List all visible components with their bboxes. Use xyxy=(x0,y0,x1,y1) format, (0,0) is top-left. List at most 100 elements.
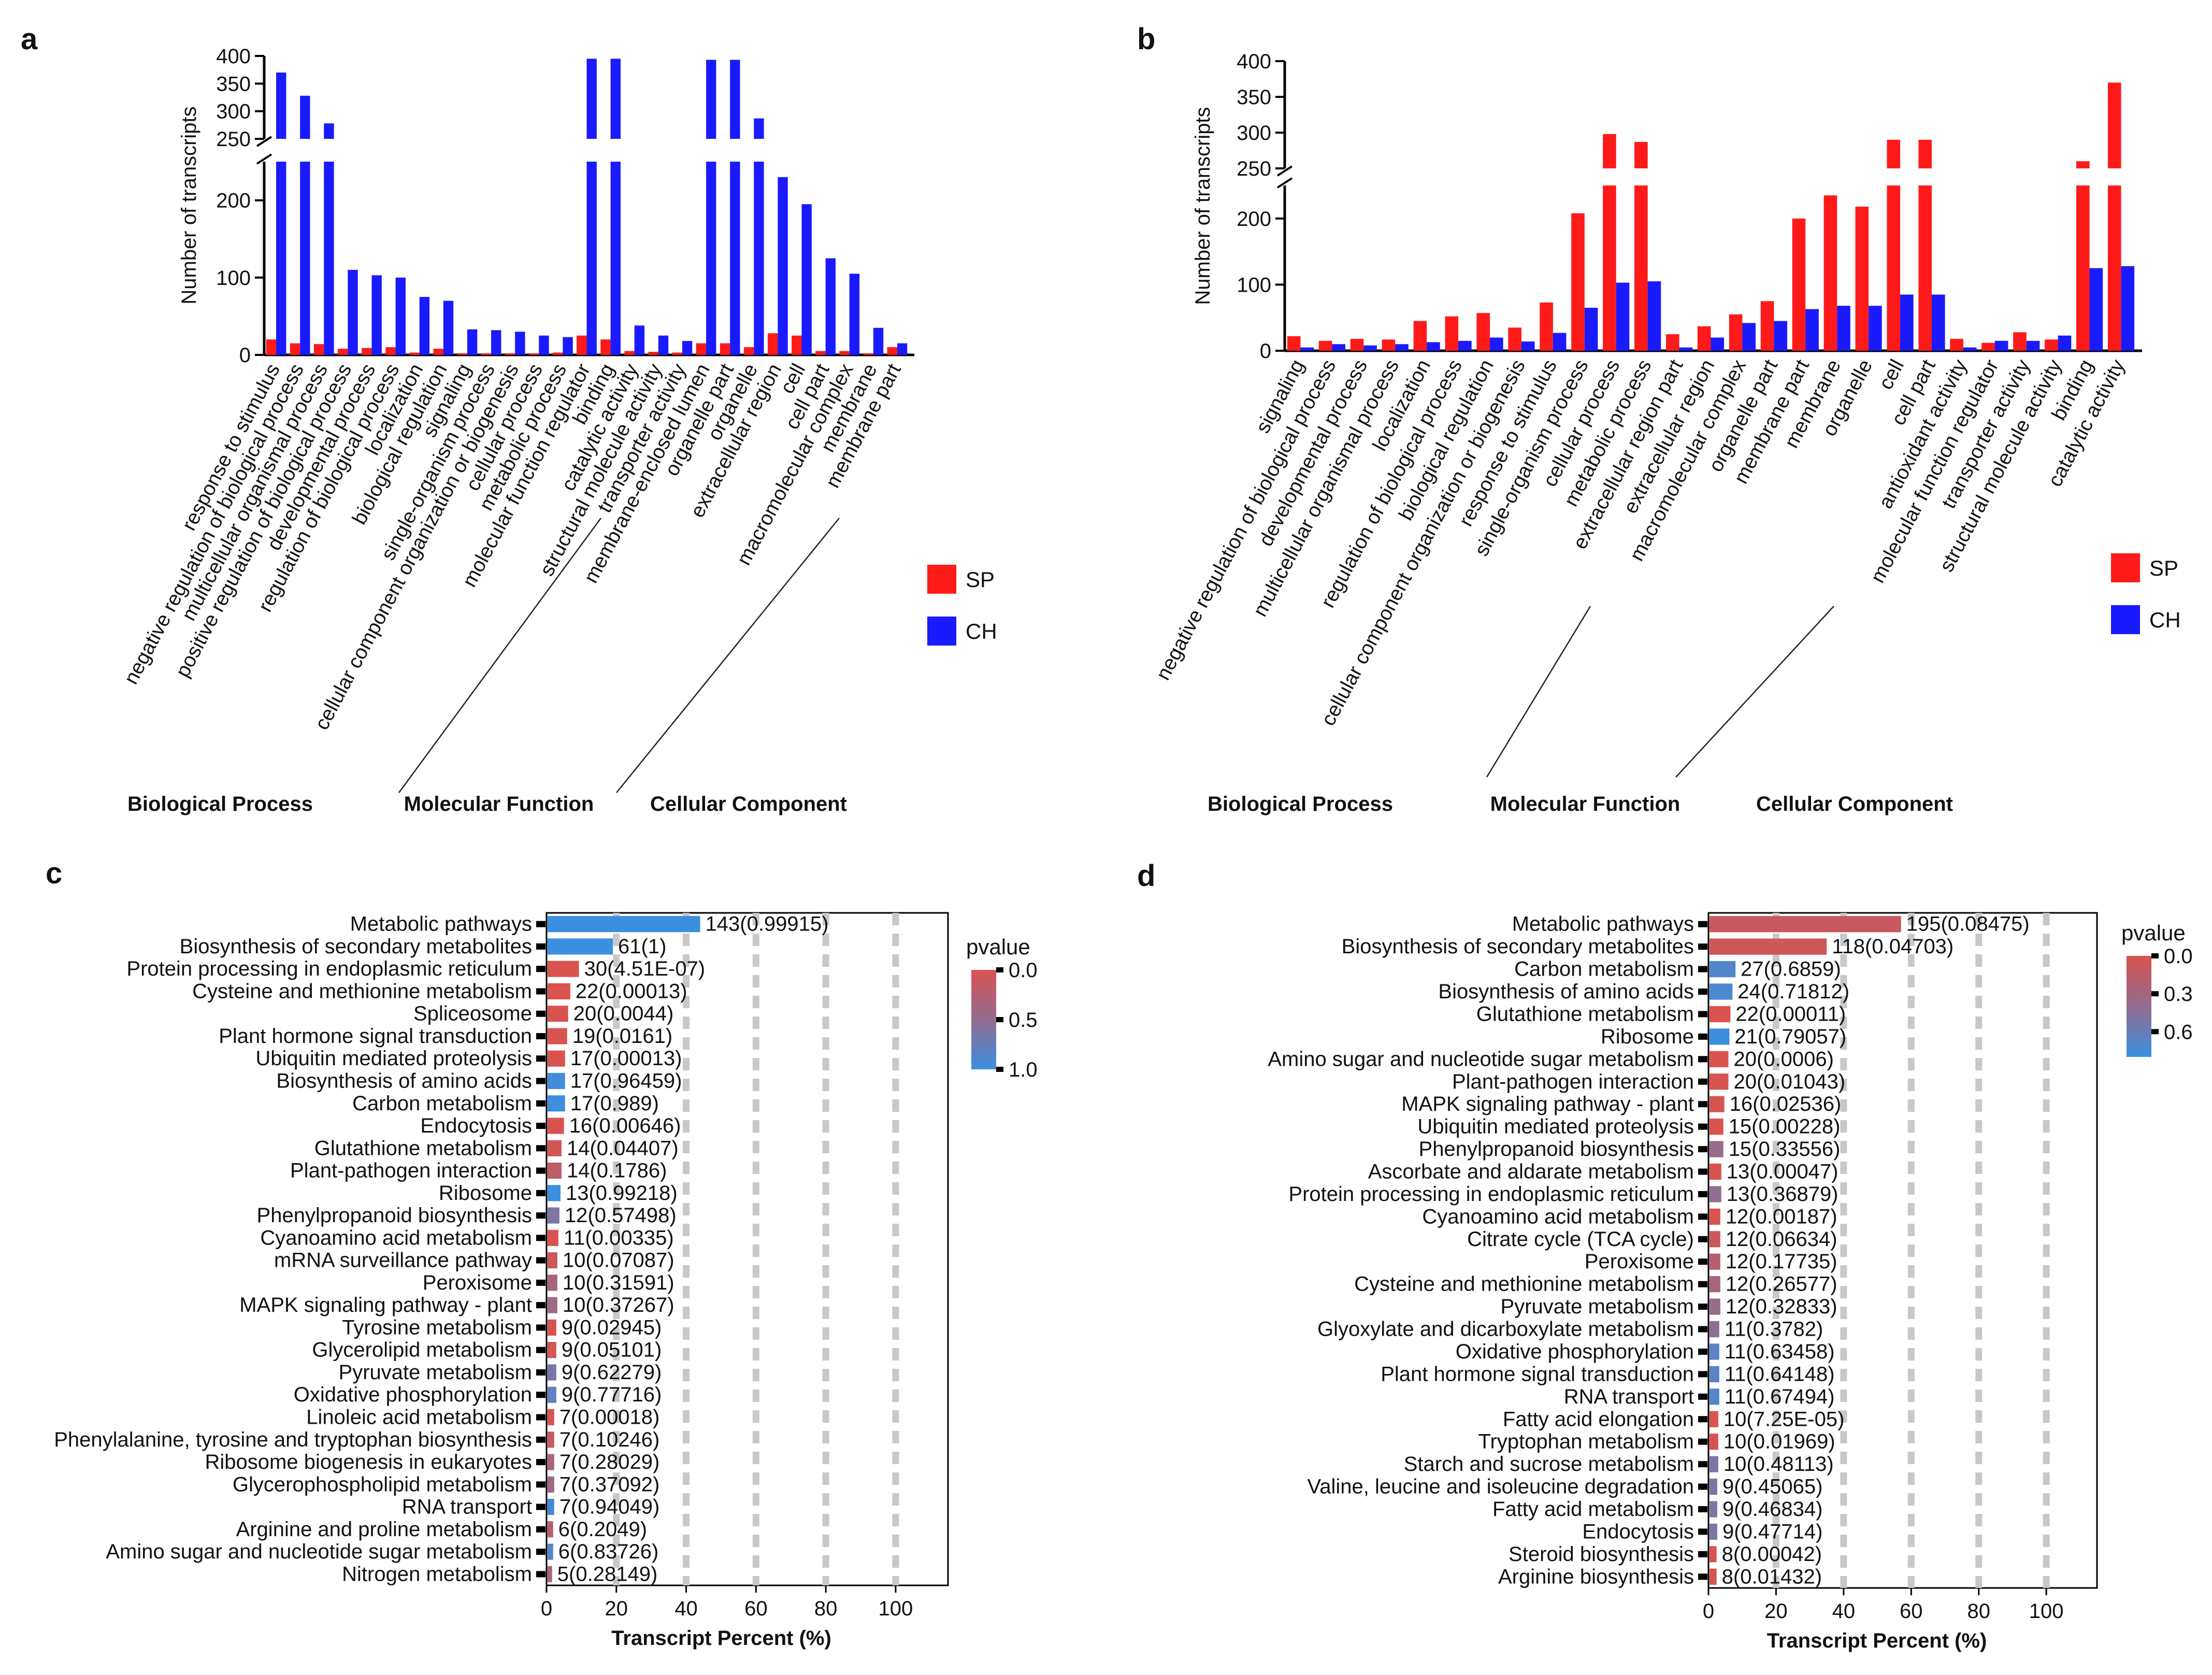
y-tick-label: 0 xyxy=(1260,340,1271,363)
value-label: 20(0.01043) xyxy=(1733,1070,1845,1093)
y-tick-label: 100 xyxy=(216,267,251,290)
value-label: 118(0.04703) xyxy=(1832,935,1954,958)
bar-starch-and-sucrose-metabolism xyxy=(1710,1456,1718,1472)
pathway-label: Carbon metabolism xyxy=(352,1092,532,1115)
x-tick-label: 100 xyxy=(2029,1600,2064,1623)
value-label: 9(0.05101) xyxy=(562,1339,662,1362)
pathway-label: Pyruvate metabolism xyxy=(1501,1295,1694,1318)
pathway-label: Endocytosis xyxy=(1582,1520,1694,1543)
y-tick-mark xyxy=(536,966,545,972)
value-label: 20(0.0044) xyxy=(573,1003,673,1025)
y-tick-mark xyxy=(1698,1236,1707,1242)
bar-rna-transport xyxy=(1710,1388,1719,1405)
value-label: 7(0.00018) xyxy=(559,1406,659,1429)
legend-tick-mark xyxy=(996,1017,1003,1022)
pathway-label: Oxidative phosphorylation xyxy=(294,1383,532,1406)
bar-sp-cell-upper xyxy=(1887,139,1901,168)
pathway-label: Biosynthesis of amino acids xyxy=(1438,980,1694,1003)
y-tick-mark xyxy=(536,1459,545,1466)
bar-ch-cell xyxy=(1900,294,1914,351)
value-label: 10(0.01969) xyxy=(1723,1430,1835,1453)
bar-ribosome xyxy=(548,1185,561,1201)
bar-endocytosis xyxy=(1710,1523,1717,1540)
bar-ch-multicellular-organismal-process-upper xyxy=(324,123,334,139)
bar-sp-metabolic-process-lower xyxy=(1634,185,1648,351)
bar-cyanoamino-acid-metabolism xyxy=(548,1229,558,1246)
bar-sp-cellular-process xyxy=(528,353,539,355)
value-label: 9(0.62279) xyxy=(562,1361,662,1384)
bar-ch-structural-molecule-activity xyxy=(2058,335,2072,351)
x-tick-label: 20 xyxy=(605,1597,628,1620)
y-tick-label: 100 xyxy=(1237,274,1271,296)
y-tick-mark xyxy=(536,1212,545,1219)
legend-tick-label: 1.0 xyxy=(1009,1058,1038,1081)
bar-amino-sugar-and-nucleotide-sugar-metabolism xyxy=(548,1543,553,1560)
y-tick-mark xyxy=(1698,1123,1707,1130)
bar-sp-signaling xyxy=(1287,336,1301,351)
bar-arginine-and-proline-metabolism xyxy=(548,1521,553,1538)
axis-break-mark xyxy=(256,153,272,165)
bar-ch-macromolecular-complex xyxy=(849,274,860,355)
bar-plant-pathogen-interaction xyxy=(1710,1073,1729,1090)
value-label: 11(0.64148) xyxy=(1725,1363,1835,1385)
axis-break-mark xyxy=(256,136,272,147)
y-tick-mark xyxy=(536,1123,545,1129)
bar-sp-developmental-process xyxy=(1350,339,1364,351)
pathway-label: Metabolic pathways xyxy=(350,913,532,936)
bar-ch-binding xyxy=(2089,268,2103,351)
y-tick-mark xyxy=(1698,1528,1707,1535)
group-divider xyxy=(1675,606,1834,778)
bar-sp-binding xyxy=(600,339,611,355)
bar-ch-developmental-process xyxy=(371,275,382,355)
bar-mrna-surveillance-pathway xyxy=(548,1252,557,1269)
bar-protein-processing-in-endoplasmic-reticulum xyxy=(1710,1186,1721,1202)
bar-tyrosine-metabolism xyxy=(548,1319,556,1336)
bar-sp-structural-molecule-activity xyxy=(648,352,658,355)
bar-glycerophospholipid-metabolism xyxy=(548,1476,554,1493)
bar-ch-binding-lower xyxy=(610,162,621,355)
bar-oxidative-phosphorylation xyxy=(548,1386,556,1403)
bar-phenylalanine-tyrosine-and-tryptophan-biosynthesis xyxy=(548,1431,554,1448)
pathway-label: Metabolic pathways xyxy=(1512,913,1694,936)
bar-biosynthesis-of-amino-acids xyxy=(1710,983,1733,1000)
x-tick-label: 0 xyxy=(1703,1600,1714,1623)
bar-ch-membrane xyxy=(1837,306,1850,351)
bar-sp-biological-regulation xyxy=(433,349,443,355)
value-label: 17(0.989) xyxy=(570,1092,659,1115)
bar-sp-catalytic-activity xyxy=(624,351,635,355)
value-label: 11(0.00335) xyxy=(564,1226,674,1249)
bar-plant-hormone-signal-transduction xyxy=(1710,1366,1719,1383)
y-tick-mark xyxy=(1698,1348,1707,1355)
pathway-label: Cyanoamino acid metabolism xyxy=(1422,1205,1694,1228)
bar-ch-antioxidant-activity xyxy=(1963,347,1977,351)
bar-sp-cellular-process-upper xyxy=(1603,134,1616,168)
value-label: 12(0.32833) xyxy=(1726,1295,1837,1318)
bar-glyoxylate-and-dicarboxylate-metabolism xyxy=(1710,1321,1719,1338)
value-label: 9(0.46834) xyxy=(1722,1498,1822,1521)
y-tick-mark xyxy=(536,1347,545,1353)
legend-tick-label: 0.3 xyxy=(2164,983,2193,1006)
bar-peroxisome xyxy=(548,1275,557,1291)
y-tick-label: 250 xyxy=(216,128,251,151)
pathway-label: Plant-pathogen interaction xyxy=(290,1159,532,1182)
value-label: 12(0.06634) xyxy=(1726,1228,1837,1251)
bar-steroid-biosynthesis xyxy=(1710,1546,1717,1563)
y-tick-mark xyxy=(1698,1438,1707,1445)
bar-ch-extracellular-region xyxy=(1711,337,1725,351)
legend-swatch-ch xyxy=(927,617,956,646)
bar-sp-catalytic-activity-lower xyxy=(2107,185,2121,351)
y-tick-mark xyxy=(536,1549,545,1555)
bar-ch-organelle-part xyxy=(1774,321,1787,351)
bar-sp-negative-regulation-of-biological-process xyxy=(290,343,300,355)
bar-sp-molecular-function-regulator xyxy=(577,335,587,355)
bar-citrate-cycle-tca-cycle xyxy=(1710,1231,1720,1248)
y-tick-mark xyxy=(1698,1416,1707,1423)
pathway-label: Protein processing in endoplasmic reticu… xyxy=(126,957,532,980)
legend-tick-label: 0.0 xyxy=(1009,959,1038,982)
y-tick-mark xyxy=(1698,1506,1707,1512)
group-label-cellular-component: Cellular Component xyxy=(1756,793,1953,815)
value-label: 12(0.00187) xyxy=(1726,1205,1837,1228)
bar-sp-positive-regulation-of-biological-process xyxy=(338,349,348,355)
bar-ribosome-biogenesis-in-eukaryotes xyxy=(548,1454,554,1470)
bar-sp-cellular-process-lower xyxy=(1603,185,1616,351)
